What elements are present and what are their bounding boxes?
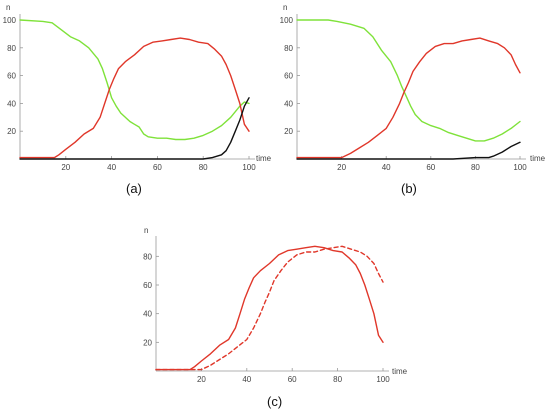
x-axis-label-a: time: [256, 154, 272, 163]
x-tick-label: 100: [513, 163, 527, 172]
y-tick-label: 20: [284, 127, 293, 136]
x-tick-label: 40: [382, 163, 391, 172]
x-tick-label: 80: [333, 375, 342, 384]
series-line-red: [19, 37, 250, 159]
chart-panel-c: 20 40 60 80 100 20 40 60 80 n time (c): [143, 226, 408, 409]
series-line-red-dashed: [155, 245, 384, 371]
panel-label-b: (b): [401, 181, 417, 196]
x-tick-label: 60: [426, 163, 435, 172]
x-axis-label-b: time: [530, 154, 546, 163]
y-tick-label: 80: [284, 44, 293, 53]
chart-panel-b: 20 40 60 80 100 20 40 60 80 100 n time (b): [280, 3, 546, 196]
x-tick-label: 80: [471, 163, 480, 172]
x-axis-label-c: time: [392, 367, 408, 376]
x-tick-label: 60: [288, 375, 297, 384]
series-line-black: [19, 97, 250, 160]
x-tick-label: 60: [153, 163, 162, 172]
y-tick-label: 60: [143, 281, 152, 290]
series-line-black: [296, 141, 521, 160]
series-line-red: [155, 245, 384, 371]
x-tick-label: 100: [376, 375, 390, 384]
y-axis-label-c: n: [144, 226, 148, 235]
y-axis-label-a: n: [6, 3, 10, 12]
panel-label-c: (c): [267, 394, 282, 409]
x-tick-label: 40: [242, 375, 251, 384]
plot-area-a: 20 40 60 80 100 20 40 60 80 100: [3, 14, 256, 172]
plot-area-b: 20 40 60 80 100 20 40 60 80 100: [280, 14, 527, 172]
series-line-green: [296, 19, 521, 142]
y-tick-label: 20: [7, 127, 16, 136]
series-line-red: [296, 37, 521, 159]
x-tick-label: 20: [337, 163, 346, 172]
y-tick-label: 100: [3, 16, 17, 25]
y-tick-label: 80: [143, 252, 152, 261]
panel-label-a: (a): [126, 181, 142, 196]
x-tick-label: 20: [61, 163, 70, 172]
plot-area-c: 20 40 60 80 100 20 40 60 80: [143, 236, 390, 384]
y-tick-label: 60: [7, 72, 16, 81]
y-tick-label: 60: [284, 72, 293, 81]
y-tick-label: 20: [143, 338, 152, 347]
y-tick-label: 40: [143, 310, 152, 319]
y-tick-label: 40: [7, 99, 16, 108]
y-axis-label-b: n: [283, 3, 287, 12]
x-tick-label: 40: [107, 163, 116, 172]
chart-panel-a: 20 40 60 80 100 20 40 60 80 100 n time (a): [3, 3, 272, 196]
series-line-green: [19, 19, 250, 141]
x-tick-label: 20: [197, 375, 206, 384]
x-tick-label: 80: [199, 163, 208, 172]
x-tick-label: 100: [242, 163, 256, 172]
y-tick-label: 80: [7, 44, 16, 53]
y-tick-label: 40: [284, 99, 293, 108]
y-tick-label: 100: [280, 16, 294, 25]
